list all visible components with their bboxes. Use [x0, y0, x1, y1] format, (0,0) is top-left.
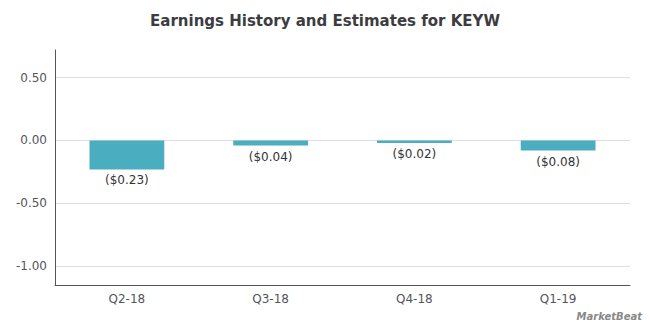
- svg-text:-0.50: -0.50: [16, 196, 47, 210]
- svg-text:MarketBeat: MarketBeat: [577, 311, 644, 322]
- svg-text:Earnings History and Estimates: Earnings History and Estimates for KEYW: [150, 12, 500, 30]
- svg-text:($0.02): ($0.02): [393, 147, 437, 161]
- svg-text:Q1-19: Q1-19: [540, 292, 577, 306]
- svg-text:0.00: 0.00: [20, 133, 47, 147]
- svg-text:($0.08): ($0.08): [536, 155, 580, 169]
- svg-text:Q4-18: Q4-18: [396, 292, 433, 306]
- svg-text:0.50: 0.50: [20, 71, 47, 85]
- svg-text:Q3-18: Q3-18: [252, 292, 289, 306]
- svg-text:Q2-18: Q2-18: [109, 292, 146, 306]
- svg-text:($0.04): ($0.04): [249, 150, 293, 164]
- svg-text:-1.00: -1.00: [16, 259, 47, 273]
- svg-text:($0.23): ($0.23): [105, 173, 149, 187]
